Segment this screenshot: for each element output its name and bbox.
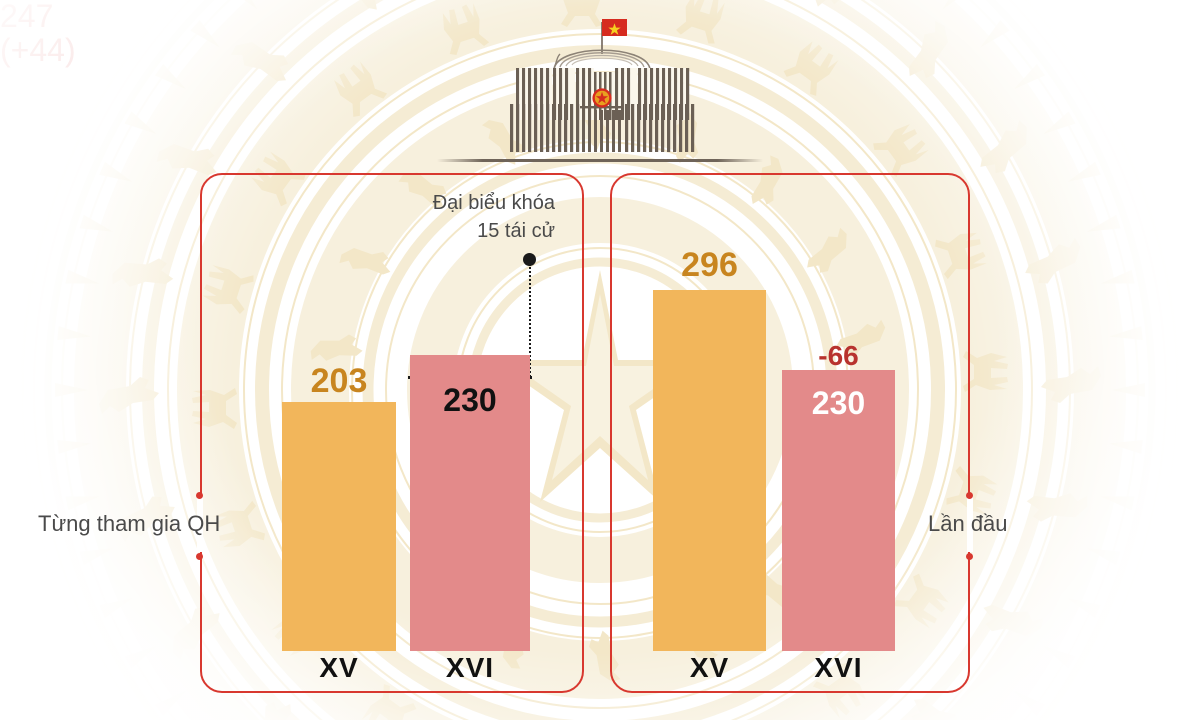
delta-change-value: (+44) <box>0 31 76 68</box>
panel-left-anchor-dot-top <box>196 492 203 499</box>
bar-value-left-xvi: 230 <box>443 382 497 418</box>
callout-line-2: 15 tái cử <box>477 219 555 242</box>
tick-left-xvi: XVI <box>445 652 495 683</box>
callout-leader-line <box>529 264 531 377</box>
national-assembly-building-icon <box>510 19 695 152</box>
vietnam-flag-icon <box>602 19 627 36</box>
panel-lan-dau <box>610 173 970 693</box>
bar-value-right-xv: 296 <box>681 246 738 284</box>
bar-value-left-xv: 203 <box>310 362 368 400</box>
panel-right-anchor-dot-top <box>966 492 973 499</box>
bar-left-xvi[interactable] <box>410 355 530 651</box>
panel-right-anchor-dot-bottom <box>966 553 973 560</box>
bar-right-xvi[interactable] <box>782 370 895 651</box>
panel-left-rail-gap <box>197 496 203 552</box>
callout-dot-icon <box>523 253 536 266</box>
bar-delta-right-xvi: -66 <box>818 340 859 371</box>
tick-right-xv: XV <box>689 652 730 683</box>
side-label-tung-tham-gia-qh: Từng tham gia QH <box>38 511 221 536</box>
delta-total-label: 247 (+44) <box>0 0 140 67</box>
bar-value-right-xvi: 230 <box>811 385 866 421</box>
panel-tung-tham-gia-qh <box>200 173 584 693</box>
panel-right-rail-gap <box>967 496 973 552</box>
vietnam-emblem-icon <box>592 88 612 108</box>
side-label-lan-dau: Lần đầu <box>928 511 1008 536</box>
panel-left-anchor-dot-bottom <box>196 553 203 560</box>
callout-line-1: Đại biểu khóa <box>432 192 555 214</box>
tick-left-xv: XV <box>319 652 359 683</box>
bar-left-xv[interactable] <box>282 402 396 651</box>
callout-label: Đại biểu khóa 15 tái cử <box>355 190 555 245</box>
tick-right-xvi: XVI <box>814 652 863 683</box>
bar-right-xv[interactable] <box>653 290 766 651</box>
delta-total-value: 247 <box>0 0 54 34</box>
building-baseline <box>437 159 763 162</box>
